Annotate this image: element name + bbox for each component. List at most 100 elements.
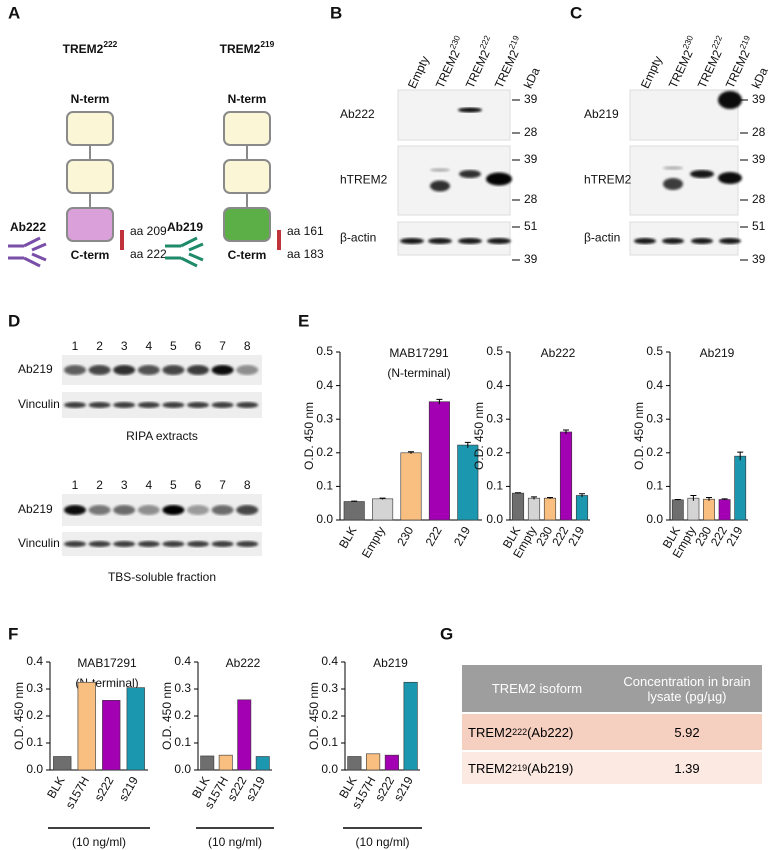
band — [458, 107, 482, 113]
bar — [102, 700, 121, 771]
band — [236, 402, 259, 408]
bar — [400, 452, 422, 521]
bar — [347, 756, 362, 771]
diagram-title-base: TREM2 — [220, 42, 261, 56]
lane-label-base: TREM2 — [463, 48, 493, 91]
lane-number: 7 — [219, 478, 226, 492]
row-label: hTREM2 — [340, 173, 388, 187]
bar — [372, 498, 394, 521]
caption: TBS-soluble fraction — [108, 570, 216, 584]
marker-label: 39 — [524, 92, 538, 106]
error-bar — [690, 494, 697, 501]
y-tick-label: 0.2 — [646, 445, 663, 459]
marker-label: 51 — [752, 219, 766, 233]
y-axis-label: O.D. 450 nm — [302, 402, 316, 470]
lane-label-sup: 219 — [506, 34, 521, 51]
y-tick-label: 0.1 — [316, 479, 333, 493]
band — [718, 172, 742, 184]
band — [486, 172, 512, 186]
bar — [718, 499, 731, 521]
band — [137, 505, 160, 515]
bar — [403, 681, 418, 771]
bar — [703, 498, 715, 521]
panel-label: E — [298, 311, 309, 330]
band — [236, 541, 259, 547]
x-tick-label: s219 — [116, 774, 141, 804]
band — [187, 402, 209, 408]
cell-text: (Ab222) — [527, 724, 574, 740]
lane-label-sup: 230 — [447, 34, 462, 51]
lane-label-base: TREM2 — [492, 48, 522, 91]
diagram-title-sup: 222 — [103, 39, 117, 49]
lane-number: 8 — [244, 339, 251, 353]
antibody-label: Ab222 — [10, 220, 46, 234]
diagram-title-base: TREM2 — [63, 42, 104, 56]
antibody-icon — [180, 256, 198, 268]
x-tick-label: 222 — [423, 524, 445, 549]
y-tick-label: 0.0 — [486, 512, 503, 526]
bar — [200, 755, 215, 771]
domain-box — [66, 159, 114, 194]
chart-title: Ab219 — [373, 656, 408, 670]
chart-title: (N-terminal) — [387, 366, 450, 380]
band — [459, 170, 481, 178]
aa-label: aa 183 — [287, 247, 324, 261]
error-bar — [547, 496, 553, 499]
bar — [511, 492, 525, 521]
c-term: C-term — [71, 248, 110, 262]
bar — [687, 497, 700, 521]
band — [430, 180, 450, 192]
aa-label: aa 209 — [130, 224, 167, 238]
band — [162, 365, 185, 375]
caption: RIPA extracts — [126, 429, 198, 443]
x-tick-label: BLK — [44, 774, 67, 801]
error-bar — [531, 496, 537, 500]
band — [88, 402, 111, 408]
lane-label-sup: 219 — [737, 34, 752, 51]
y-axis-label: O.D. 450 nm — [472, 402, 486, 470]
blot — [397, 89, 511, 141]
x-axis-label: (10 ng/ml) — [355, 835, 409, 849]
row-label: hTREM2 — [584, 173, 632, 187]
chart-title: MAB17291 — [77, 656, 137, 670]
domain-box — [223, 111, 271, 146]
lane-label-base: TREM2 — [695, 48, 725, 91]
y-tick-label: 0.0 — [321, 762, 338, 776]
row-label: Ab219 — [18, 362, 53, 376]
lane-number: 4 — [145, 478, 152, 492]
diagram-title: TREM2219 — [220, 39, 275, 56]
table-row: TREM2 222 (Ab222) 5.92 — [462, 712, 762, 750]
band — [64, 505, 86, 515]
bar — [343, 501, 365, 521]
chart-title: MAB17291 — [389, 346, 449, 360]
row-label: Ab219 — [584, 107, 619, 121]
header-cell: Concentration in brain lysate (pg/µg) — [612, 665, 762, 712]
band — [113, 402, 136, 408]
bar — [53, 756, 72, 771]
band — [64, 365, 86, 375]
band — [719, 238, 741, 244]
band — [634, 238, 656, 244]
lane-label-base: TREM2 — [433, 48, 463, 91]
band — [211, 505, 234, 515]
domain-box — [66, 207, 114, 242]
band — [718, 91, 742, 109]
x-axis-label: (10 ng/ml) — [208, 835, 262, 849]
marker-label: 39 — [752, 92, 766, 106]
domain-box — [223, 159, 271, 194]
band — [187, 365, 209, 375]
bar — [575, 495, 589, 521]
x-tick-label: s222 — [91, 774, 116, 804]
antibody-icon — [31, 252, 47, 262]
band — [162, 505, 185, 515]
y-tick-label: 0.4 — [174, 654, 191, 668]
bar — [255, 756, 270, 771]
band — [187, 505, 209, 515]
row-label: Ab219 — [18, 502, 53, 516]
band — [187, 541, 209, 547]
marker-label: 28 — [752, 125, 766, 139]
lane-label-base: TREM2 — [666, 48, 696, 91]
x-tick-label: Empty — [359, 524, 388, 560]
